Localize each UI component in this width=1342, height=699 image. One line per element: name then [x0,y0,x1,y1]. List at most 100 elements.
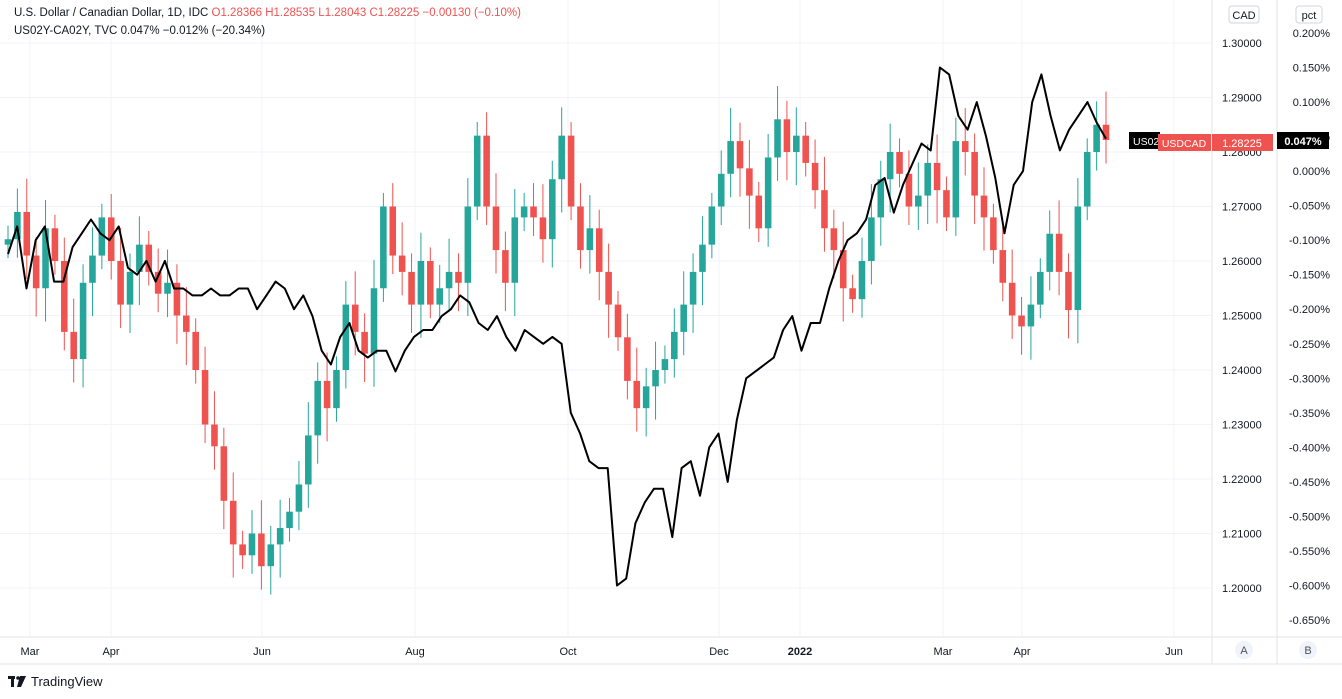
main-series-legend[interactable]: U.S. Dollar / Canadian Dollar, 1D, IDC O… [14,7,521,19]
candle-body [305,435,312,485]
candle-body [154,271,162,294]
candle-body [1074,206,1082,311]
candle-body [445,271,453,289]
right-axis-tick-label: -0.150% [1289,270,1330,282]
candle-body [117,261,124,305]
overlay-series-legend[interactable]: US02Y-CA02Y, TVC 0.047% −0.012% (−20.34%… [14,25,265,37]
candle-body [633,380,641,409]
left-axis-unit[interactable]: CAD [1228,5,1260,24]
candle-body [239,544,246,556]
candle-body [276,528,284,545]
time-axis-tick-label: Oct [559,646,576,658]
candle-body [999,250,1007,283]
tradingview-logo-icon [8,675,26,688]
left-axis-tick-label: 1.22000 [1222,474,1262,486]
candle-body [511,217,519,283]
candle-body [1037,271,1044,305]
scale-button-b[interactable]: B [1299,641,1317,659]
left-axis-tick-label: 1.20000 [1222,583,1262,595]
candle-body [642,386,650,409]
candle-body [1083,152,1091,207]
candle-body [905,173,913,207]
right-price-axis[interactable]: 0.200%0.150%0.100%0.050%0.000%-0.050%-0.… [1289,28,1330,627]
candle-body [877,179,885,218]
candle-body [126,271,134,305]
main-series-ohlc: O1.28366 H1.28535 L1.28043 C1.28225 −0.0… [211,7,521,19]
right-axis-tick-label: -0.500% [1289,511,1330,523]
candle-body [652,370,659,387]
right-axis-tick-label: -0.550% [1289,546,1330,558]
grid-lines [0,0,1212,637]
candle-body [1065,271,1072,311]
candle-body [736,141,744,169]
left-axis-tick-label: 1.24000 [1222,365,1262,377]
candle-body [793,135,800,152]
candle-body [23,211,31,256]
time-axis-tick-label: Mar [934,646,953,658]
candle-body [389,206,397,256]
scale-button-a[interactable]: A [1235,641,1253,659]
candle-body [839,250,847,289]
time-axis-tick-label: Jun [1165,646,1183,658]
candle-body [567,135,575,207]
spread-line [7,66,1107,587]
candle-body [314,380,321,436]
usdcad-tag-label: USDCAD [1162,138,1207,150]
candle-body [70,331,77,360]
candle-body [398,255,406,272]
spread-series-line [7,66,1107,587]
candle-body [323,380,331,409]
tradingview-brand[interactable]: TradingView [8,674,103,689]
candle-body [483,135,490,207]
candle-body [943,190,950,218]
time-axis-tick-label: Mar [21,646,40,658]
time-axis-tick-label: 2022 [788,646,812,658]
right-axis-tick-label: -0.050% [1289,201,1330,213]
candle-body [1093,124,1100,152]
overlay-series-values: 0.047% −0.012% (−20.34%) [120,25,266,37]
main-series-name: U.S. Dollar / Canadian Dollar, 1D, IDC [14,7,209,19]
candle-body [549,179,556,240]
time-axis-tick-label: Apr [102,646,119,658]
candle-body [42,228,49,289]
candle-body [530,206,537,218]
time-axis[interactable]: Mar Apr Jun Aug Oct Dec 2022 Mar Apr Jun [21,646,1183,658]
candle-body [961,141,969,152]
spread-price-tag: US02 0.047% [1129,132,1329,149]
left-axis-tick-label: 1.26000 [1222,256,1262,268]
right-axis-tick-label: -0.450% [1289,477,1330,489]
candle-body [774,119,781,158]
candle-body [595,228,603,272]
candle-body [427,261,434,305]
candle-body [952,141,960,218]
overlay-series-name: US02Y-CA02Y, TVC [14,25,118,37]
candle-body [811,162,819,191]
right-axis-tick-label: 0.150% [1293,63,1331,75]
candle-body [286,511,293,529]
candle-body [971,152,978,196]
candle-body [520,206,528,218]
candle-body [624,337,631,381]
candle-body [868,217,875,261]
candle-body [539,217,547,240]
right-axis-tick-label: -0.350% [1289,408,1330,420]
candle-body [380,206,387,289]
spread-tag-value: 0.047% [1284,136,1322,148]
right-axis-tick-label: 0.000% [1293,166,1331,178]
tradingview-brand-label: TradingView [31,674,103,689]
candle-body [671,331,678,360]
usdcad-price-tag: USDCAD 1.28225 [1158,134,1273,151]
right-axis-unit[interactable]: pct [1295,5,1323,24]
candle-body [746,168,753,196]
candle-body [1027,304,1035,327]
right-axis-tick-label: -0.400% [1289,442,1330,454]
candle-body [408,271,415,305]
left-axis-tick-label: 1.27000 [1222,202,1262,214]
candle-body [342,304,350,370]
candle-body [333,370,340,409]
candle-body [821,190,828,229]
candle-body [990,217,997,251]
